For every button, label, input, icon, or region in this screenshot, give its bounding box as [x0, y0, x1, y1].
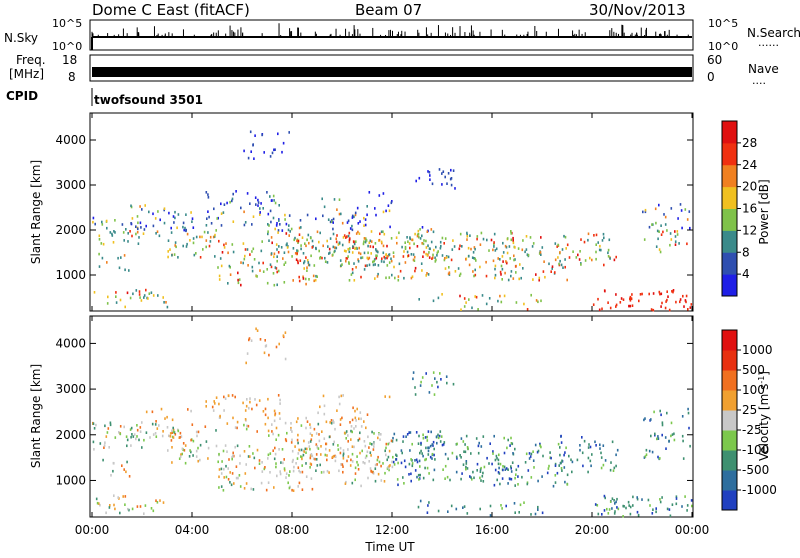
colorbar-tick-label: 24 [742, 158, 757, 172]
colorbar-segment [722, 410, 737, 431]
velocity-cbar-label-main: Velocity [m s [757, 384, 771, 461]
y-tick-label: 3000 [55, 382, 86, 396]
y-tick-label: 4000 [55, 336, 86, 350]
nsky-tick-top: 10^5 [52, 17, 82, 30]
colorbar-segment [722, 350, 737, 371]
x-axis-label: Time UT [364, 540, 415, 554]
nsearch-label: N.Search [747, 26, 800, 40]
x-tick-label: 00:00 [675, 523, 710, 537]
nave-tick-bottom: 0 [707, 70, 715, 84]
y-tick-label: 1000 [55, 473, 86, 487]
colorbar-segment [722, 208, 737, 231]
freq-tick-top: 18 [62, 53, 77, 67]
colorbar-tick-label: 4 [742, 267, 750, 281]
velocity-y-ticks: 1000 2000 3000 4000 [55, 336, 693, 487]
velocity-panel-frame [89, 315, 694, 518]
nave-legend: .... [752, 74, 766, 87]
colorbar-tick-label: -25 [742, 423, 762, 437]
y-tick-label: 1000 [55, 268, 86, 282]
cpid-label: CPID [6, 89, 38, 103]
colorbar-segment [722, 274, 737, 297]
nsky-trace [91, 23, 689, 50]
freq-panel [89, 54, 694, 82]
x-tick-label: 08:00 [275, 523, 310, 537]
nsearch-legend: ...... [758, 36, 779, 49]
power-panel-frame [89, 112, 694, 312]
power-colorbar: 4 8 12 16 20 24 28 [721, 120, 757, 297]
x-tick-label: 04:00 [175, 523, 210, 537]
beam-label: Beam 07 [355, 1, 422, 19]
nsearch-tick-bottom: 10^0 [708, 40, 738, 53]
colorbar-segment [722, 252, 737, 275]
nsky-label: N.Sky [4, 31, 38, 45]
y-tick-label: 2000 [55, 428, 86, 442]
cpid-value: twofsound 3501 [94, 93, 203, 107]
velocity-colorbar-label: Velocity [m s-1] [757, 371, 771, 461]
colorbar-segment [722, 470, 737, 491]
x-tick-label: 12:00 [375, 523, 410, 537]
plot-title: Dome C East (fitACF) [92, 1, 250, 19]
freq-label-2: [MHz] [9, 67, 44, 81]
colorbar-segment [722, 450, 737, 471]
colorbar-tick-label: 28 [742, 136, 757, 150]
colorbar-tick-label: -1000 [742, 483, 777, 497]
nsearch-tick-top: 10^5 [708, 17, 738, 30]
colorbar-segment [722, 164, 737, 188]
y-tick-label: 2000 [55, 223, 86, 237]
power-y-ticks: 1000 2000 3000 4000 [55, 133, 693, 282]
nsky-panel [89, 19, 694, 51]
colorbar-segment [722, 330, 737, 351]
colorbar-segment [722, 490, 737, 511]
colorbar-segment [722, 370, 737, 391]
colorbar-tick-label: -100 [742, 443, 769, 457]
freq-trace [92, 67, 692, 77]
colorbar-segment [722, 186, 737, 209]
power-heatmap [92, 130, 693, 312]
colorbar-segment [722, 230, 737, 253]
colorbar-tick-label: 500 [742, 363, 765, 377]
colorbar-segment [722, 390, 737, 411]
velocity-cbar-label-sup: -1 [757, 376, 766, 384]
x-tick-label: 00:00 [75, 523, 110, 537]
nave-label: Nave [748, 62, 779, 76]
colorbar-tick-label: 16 [742, 202, 757, 216]
colorbar-tick-label: 1000 [742, 343, 773, 357]
colorbar-tick-label: 25 [742, 403, 757, 417]
colorbar-segment [722, 142, 737, 166]
colorbar-tick-label: 100 [742, 383, 765, 397]
colorbar-segment [722, 121, 737, 144]
colorbar-tick-label: 12 [742, 223, 757, 237]
colorbar-segment [722, 430, 737, 451]
velocity-heatmap [92, 327, 693, 518]
y-tick-label: 3000 [55, 178, 86, 192]
colorbar-tick-label: 8 [742, 245, 750, 259]
power-colorbar-label: Power [dB] [757, 179, 771, 244]
velocity-colorbar: 1000 500 100 25 -25 -100 -500 -1000 [721, 329, 777, 511]
x-ticks: 00:00 04:00 08:00 12:00 16:00 20:00 00:00 [75, 113, 710, 537]
freq-tick-bottom: 8 [68, 70, 76, 84]
colorbar-tick-label: 20 [742, 180, 757, 194]
nsky-tick-bottom: 10^0 [52, 40, 82, 53]
freq-label-1: Freq. [16, 53, 46, 67]
velocity-cbar-label-end: ] [757, 371, 771, 376]
y-tick-label: 4000 [55, 133, 86, 147]
velocity-ylabel: Slant Range [km] [29, 364, 43, 468]
x-tick-label: 16:00 [475, 523, 510, 537]
nave-tick-top: 60 [707, 53, 722, 67]
colorbar-tick-label: -500 [742, 463, 769, 477]
x-tick-label: 20:00 [575, 523, 610, 537]
power-ylabel: Slant Range [km] [29, 160, 43, 264]
date-label: 30/Nov/2013 [589, 1, 686, 19]
